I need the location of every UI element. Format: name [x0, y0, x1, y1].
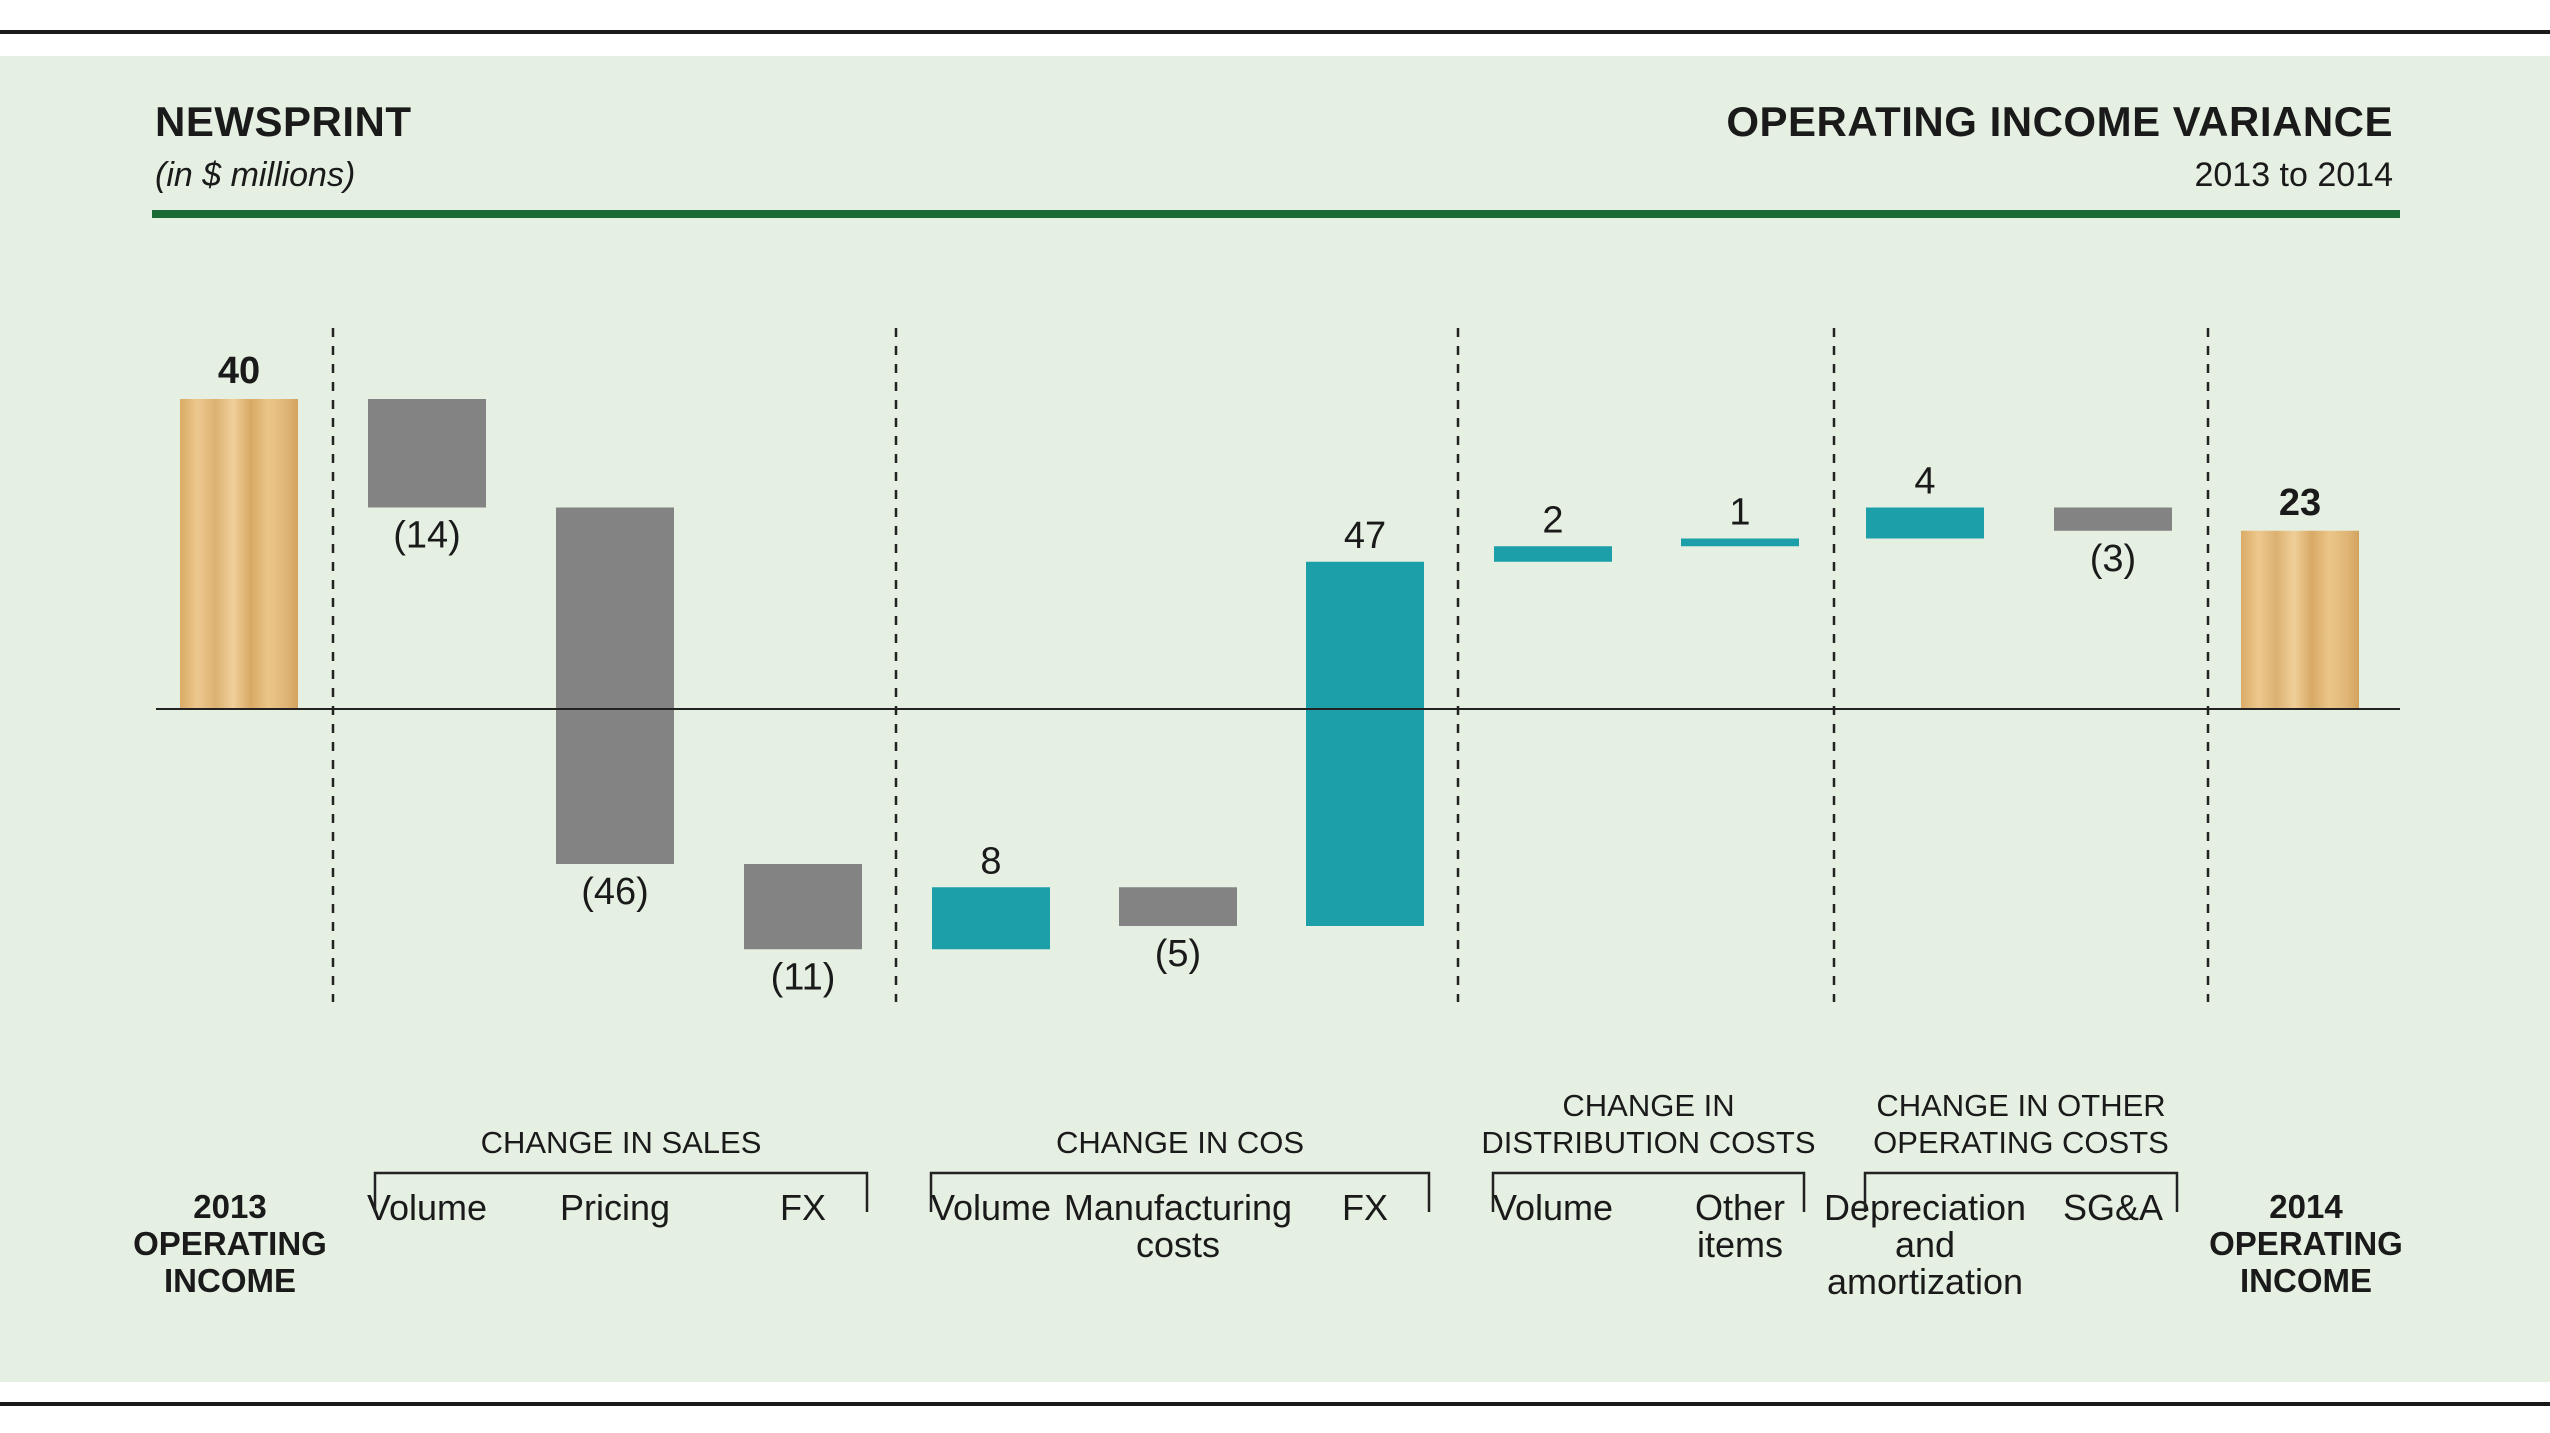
value-label-step-4: 8: [980, 840, 1001, 882]
period-subtitle: 2013 to 2014: [2194, 156, 2393, 194]
group-bracket: [1863, 1171, 2179, 1212]
value-label-step-9: 4: [1914, 461, 1935, 503]
group-label: CHANGE IN: [1562, 1088, 1734, 1123]
category-label: Manufacturing: [1064, 1187, 1292, 1228]
bar-step-2: [556, 507, 674, 864]
group-bracket: [373, 1171, 869, 1212]
page-title-left: NEWSPRINT: [155, 98, 412, 145]
bar-step-3: [744, 864, 862, 950]
group-bracket: [1491, 1171, 1806, 1212]
bar-step-1: [368, 399, 486, 508]
bottom-rule: [0, 1402, 2550, 1406]
value-label-step-10: (3): [2090, 538, 2136, 580]
value-label-step-5: (5): [1155, 933, 1201, 975]
value-label-step-2: (46): [581, 871, 649, 913]
category-label: items: [1697, 1224, 1783, 1265]
category-label: and: [1895, 1224, 1955, 1265]
value-label-step-1: (14): [393, 515, 461, 557]
value-label-step-3: (11): [771, 956, 836, 998]
bar-2013-operating-income: [180, 399, 298, 709]
category-label: costs: [1136, 1224, 1220, 1265]
value-label-step-8: 1: [1729, 492, 1750, 534]
bar-step-8: [1681, 538, 1799, 547]
group-label: CHANGE IN SALES: [481, 1125, 762, 1160]
category-label: Volume: [1493, 1187, 1613, 1228]
bar-step-7: [1494, 546, 1612, 562]
category-label: Other: [1695, 1187, 1785, 1228]
bar-step-6: [1306, 561, 1424, 926]
category-label: FX: [1342, 1187, 1388, 1228]
category-label: SG&A: [2063, 1187, 2163, 1228]
group-bracket: [929, 1171, 1431, 1212]
chart-panel: [0, 56, 2550, 1382]
bar-step-4: [932, 887, 1050, 950]
value-label-step-6: 47: [1344, 515, 1386, 557]
page-title-right: OPERATING INCOME VARIANCE: [1726, 98, 2393, 145]
start-total-label: OPERATING: [133, 1225, 327, 1262]
end-total-label: OPERATING: [2209, 1225, 2403, 1262]
group-label: DISTRIBUTION COSTS: [1481, 1125, 1815, 1160]
category-label: FX: [780, 1187, 826, 1228]
category-label: Volume: [367, 1187, 487, 1228]
end-total-label: 2014: [2269, 1188, 2343, 1225]
header-divider: [152, 210, 2400, 218]
value-label-step-7: 2: [1542, 499, 1563, 541]
category-label: amortization: [1827, 1261, 2023, 1302]
category-label: Depreciation: [1824, 1187, 2026, 1228]
value-label-2014: 23: [2279, 482, 2321, 524]
bar-step-9: [1866, 507, 1984, 539]
unit-subtitle: (in $ millions): [155, 156, 356, 194]
category-label: Pricing: [560, 1187, 670, 1228]
bar-step-10: [2054, 507, 2172, 531]
bar-step-5: [1119, 887, 1237, 926]
bar-2014-operating-income: [2241, 530, 2359, 709]
end-total-label: INCOME: [2240, 1262, 2372, 1299]
group-label: CHANGE IN COS: [1056, 1125, 1304, 1160]
group-label: OPERATING COSTS: [1873, 1125, 2169, 1160]
start-total-label: INCOME: [164, 1262, 296, 1299]
start-total-label: 2013: [193, 1188, 266, 1225]
group-label: CHANGE IN OTHER: [1876, 1088, 2165, 1123]
top-rule: [0, 30, 2550, 34]
category-label: Volume: [931, 1187, 1051, 1228]
value-label-2013: 40: [218, 350, 260, 392]
